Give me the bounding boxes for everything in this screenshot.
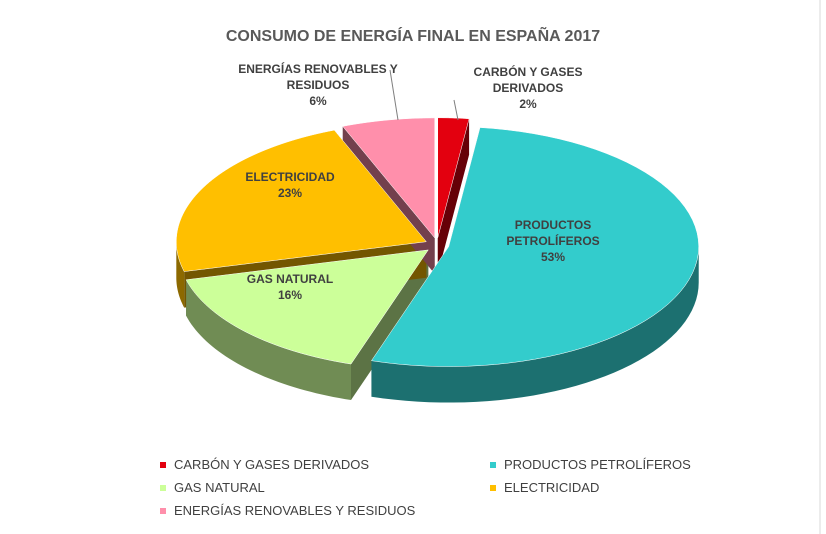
slice-tops	[176, 117, 699, 367]
legend-swatch	[160, 484, 166, 491]
legend-swatch	[490, 461, 496, 468]
data-label-name: GAS NATURAL	[246, 272, 334, 286]
slice	[437, 117, 470, 238]
legend-swatch	[160, 507, 166, 514]
leader-line	[453, 99, 459, 121]
data-label-value: 6%	[309, 94, 327, 108]
legend-item: CARBÓN Y GASES DERIVADOS	[160, 457, 369, 472]
leader-line	[389, 69, 399, 121]
legend-item: ELECTRICIDAD	[490, 480, 599, 495]
slice	[185, 249, 429, 365]
legend-swatch	[160, 461, 166, 468]
legend-label: ENERGÍAS RENOVABLES Y RESIDUOS	[174, 503, 416, 518]
slice	[342, 117, 436, 239]
slice-wall	[371, 246, 699, 403]
data-label-name: PRODUCTOS PETROLÍFEROS	[506, 218, 600, 248]
legend-label: PRODUCTOS PETROLÍFEROS	[504, 457, 691, 472]
data-label-value: 23%	[277, 186, 303, 200]
legend-item: ENERGÍAS RENOVABLES Y RESIDUOS	[160, 503, 415, 518]
legend-swatch	[490, 484, 496, 491]
legend-item: GAS NATURAL	[160, 480, 265, 495]
chart-title: CONSUMO DE ENERGÍA FINAL EN ESPAÑA 2017	[225, 28, 601, 45]
data-label-value: 16%	[277, 288, 303, 302]
data-label-value: 53%	[540, 250, 566, 264]
slice	[176, 129, 427, 272]
data-label-name: ENERGÍAS RENOVABLES Y RESIDUOS	[238, 62, 398, 92]
data-label-name: CARBÓN Y GASES DERIVADOS	[473, 65, 583, 95]
data-label: PRODUCTOS PETROLÍFEROS 53%	[483, 217, 623, 265]
legend-label: GAS NATURAL	[174, 480, 265, 495]
legend-label: ELECTRICIDAD	[504, 480, 600, 495]
data-label: CARBÓN Y GASES DERIVADOS 2%	[473, 64, 583, 112]
data-label-name: ELECTRICIDAD	[245, 170, 335, 184]
data-label-value: 2%	[519, 97, 537, 111]
data-label: GAS NATURAL 16%	[230, 271, 350, 303]
slice	[371, 127, 699, 367]
legend-label: CARBÓN Y GASES DERIVADOS	[174, 457, 370, 472]
slice-walls	[176, 241, 699, 403]
data-label: ELECTRICIDAD 23%	[230, 169, 350, 201]
slice-wall	[176, 241, 185, 308]
slice-wall	[186, 279, 351, 401]
slice-side	[437, 118, 470, 274]
legend-item: PRODUCTOS PETROLÍFEROS	[490, 457, 691, 472]
data-label: ENERGÍAS RENOVABLES Y RESIDUOS 6%	[233, 61, 403, 109]
